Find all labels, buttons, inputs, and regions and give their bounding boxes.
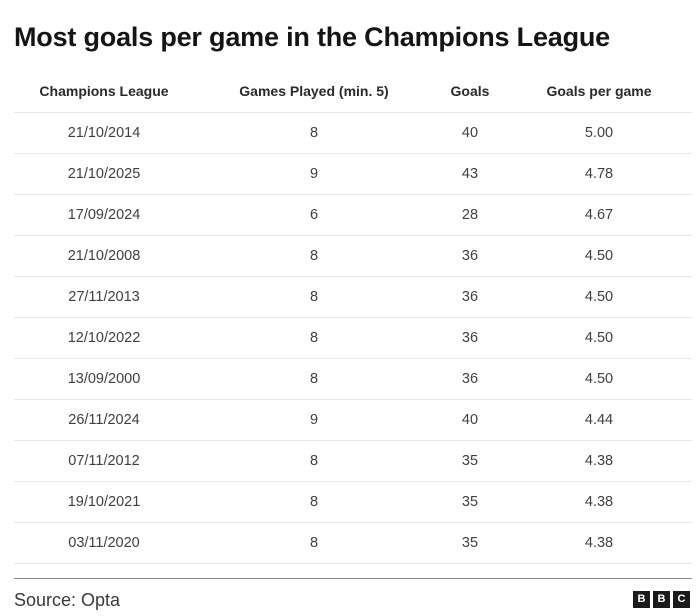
- column-header-games: Games Played (min. 5): [194, 70, 434, 113]
- cell-date: 19/10/2021: [14, 481, 194, 523]
- bbc-logo: B B C: [633, 591, 690, 608]
- table-row: 03/11/2020 8 35 4.38: [14, 522, 692, 564]
- cell-games: 8: [194, 481, 434, 523]
- table-row: 21/10/2014 8 40 5.00: [14, 112, 692, 154]
- table-row: 12/10/2022 8 36 4.50: [14, 317, 692, 359]
- cell-games: 8: [194, 317, 434, 359]
- cell-date: 21/10/2008: [14, 235, 194, 277]
- logo-letter: B: [633, 591, 650, 608]
- cell-goals: 36: [434, 276, 506, 318]
- cell-goals-per-game: 4.50: [506, 358, 692, 400]
- cell-date: 21/10/2014: [14, 112, 194, 154]
- cell-goals-per-game: 4.67: [506, 194, 692, 236]
- table-row: 27/11/2013 8 36 4.50: [14, 276, 692, 318]
- cell-goals-per-game: 4.50: [506, 276, 692, 318]
- footer-divider: [14, 578, 692, 579]
- cell-date: 26/11/2024: [14, 399, 194, 441]
- cell-games: 9: [194, 153, 434, 195]
- cell-date: 27/11/2013: [14, 276, 194, 318]
- cell-goals: 35: [434, 522, 506, 564]
- cell-goals: 43: [434, 153, 506, 195]
- cell-games: 8: [194, 112, 434, 154]
- cell-goals: 35: [434, 440, 506, 482]
- cell-goals-per-game: 4.50: [506, 317, 692, 359]
- cell-goals-per-game: 4.38: [506, 481, 692, 523]
- cell-games: 8: [194, 235, 434, 277]
- source-note: Source: Opta: [14, 590, 121, 610]
- table-row: 26/11/2024 9 40 4.44: [14, 399, 692, 441]
- cell-games: 8: [194, 276, 434, 318]
- cell-goals-per-game: 4.44: [506, 399, 692, 441]
- cell-date: 21/10/2025: [14, 153, 194, 195]
- cell-goals-per-game: 4.38: [506, 522, 692, 564]
- cell-games: 8: [194, 440, 434, 482]
- logo-letter: B: [653, 591, 670, 608]
- cell-date: 07/11/2012: [14, 440, 194, 482]
- table-row: 21/10/2025 9 43 4.78: [14, 153, 692, 195]
- cell-goals: 36: [434, 317, 506, 359]
- cell-goals: 40: [434, 112, 506, 154]
- cell-games: 9: [194, 399, 434, 441]
- cell-games: 8: [194, 522, 434, 564]
- cell-goals: 35: [434, 481, 506, 523]
- cell-goals-per-game: 4.38: [506, 440, 692, 482]
- cell-goals: 40: [434, 399, 506, 441]
- table-row: 13/09/2000 8 36 4.50: [14, 358, 692, 400]
- table-body: 21/10/2014 8 40 5.00 21/10/2025 9 43 4.78 17/09/…: [14, 112, 692, 564]
- cell-date: 13/09/2000: [14, 358, 194, 400]
- cell-games: 8: [194, 358, 434, 400]
- cell-goals: 28: [434, 194, 506, 236]
- cell-goals-per-game: 4.78: [506, 153, 692, 195]
- column-header-gpg: Goals per game: [506, 70, 692, 113]
- cell-date: 17/09/2024: [14, 194, 194, 236]
- cell-goals: 36: [434, 235, 506, 277]
- cell-games: 6: [194, 194, 434, 236]
- cell-goals: 36: [434, 358, 506, 400]
- table-row: 17/09/2024 6 28 4.67: [14, 194, 692, 236]
- goals-table: Champions League Games Played (min. 5) Goa…: [14, 70, 692, 564]
- table-row: 19/10/2021 8 35 4.38: [14, 481, 692, 523]
- table-header-row: Champions League Games Played (min. 5) Goa…: [14, 70, 692, 113]
- cell-date: 12/10/2022: [14, 317, 194, 359]
- table-row: 07/11/2012 8 35 4.38: [14, 440, 692, 482]
- cell-goals-per-game: 5.00: [506, 112, 692, 154]
- chart-title: Most goals per game in the Champions Lea…: [14, 22, 610, 52]
- column-header-date: Champions League: [14, 70, 194, 113]
- column-header-goals: Goals: [434, 70, 506, 113]
- cell-goals-per-game: 4.50: [506, 235, 692, 277]
- logo-letter: C: [673, 591, 690, 608]
- cell-date: 03/11/2020: [14, 522, 194, 564]
- table-row: 21/10/2008 8 36 4.50: [14, 235, 692, 277]
